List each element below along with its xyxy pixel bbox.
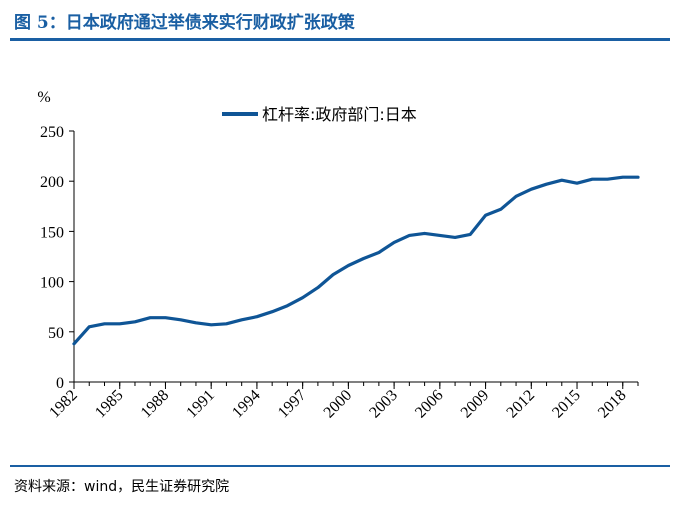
y-tick-label: 250 <box>40 124 64 141</box>
series-line <box>72 175 640 346</box>
x-tick-label: 1991 <box>183 387 218 422</box>
x-tick-label: 1982 <box>46 387 81 422</box>
x-tick-label: 2012 <box>503 387 538 422</box>
x-tick-label: 1988 <box>138 387 173 422</box>
x-tick-label: 2018 <box>595 387 630 422</box>
y-axis-unit-label: % <box>37 89 50 106</box>
y-tick-label: 150 <box>40 224 64 241</box>
x-tick-label: 1994 <box>229 387 264 422</box>
bottom-rule <box>10 465 670 467</box>
x-tick-label: 2000 <box>321 387 356 422</box>
y-tick-label: 100 <box>40 275 64 292</box>
x-tick-label: 2009 <box>458 387 493 422</box>
figure-title: 图 5：日本政府通过举债来实行财政扩张政策 <box>14 13 355 33</box>
y-tick-label: 200 <box>40 174 64 191</box>
y-tick-label: 0 <box>56 375 64 392</box>
x-tick-label: 1985 <box>92 387 127 422</box>
y-tick-label: 50 <box>48 325 64 342</box>
x-tick-label: 2006 <box>412 387 447 422</box>
source-note: 资料来源：wind，民生证券研究院 <box>14 479 230 495</box>
top-rule <box>10 38 670 41</box>
x-tick-label: 1997 <box>275 387 310 422</box>
x-tick-label: 2015 <box>549 387 584 422</box>
x-tick-label: 2003 <box>366 387 401 422</box>
legend-label: 杠杆率:政府部门:日本 <box>262 105 417 124</box>
line-chart: % 0 50 100 150 200 250 1982 1985 1988 1991 1994 1997… <box>37 89 640 422</box>
